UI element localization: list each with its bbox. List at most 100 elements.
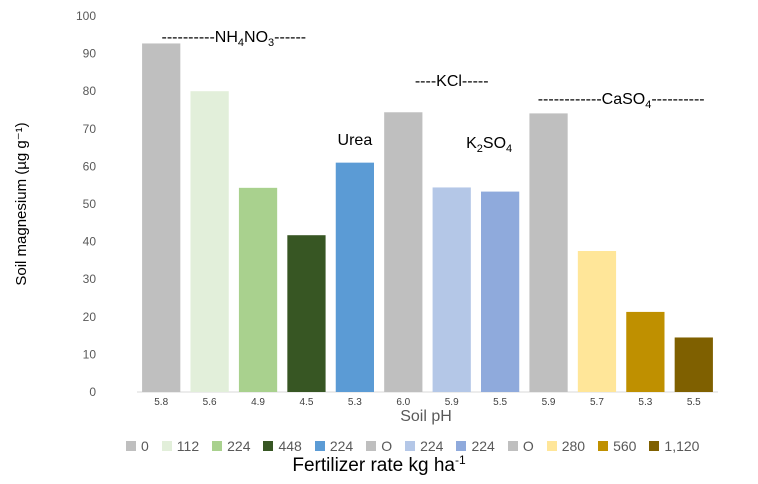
ph-tick-label: 4.5 [300,397,314,408]
bar [432,187,471,392]
legend-item: 224 [314,438,354,454]
legend-item: O [366,438,392,454]
legend-label: 448 [278,438,302,454]
legend-label: 224 [471,438,495,454]
annotation-subscript: 2 [477,143,483,155]
ph-tick-label: 5.5 [687,397,701,408]
y-tick-label: 20 [83,310,97,324]
annotation-text: ------------CaSO [538,91,646,108]
ph-tick-label: 5.9 [445,397,459,408]
legend-label: 112 [176,438,200,454]
annotation-text: ----KCl----- [415,73,489,90]
y-tick-label: 70 [83,122,97,136]
legend-label: 560 [613,438,637,454]
legend-label: 280 [561,438,586,454]
bar [238,187,278,392]
annotation-subscript: 4 [506,143,512,155]
ph-tick-label: 5.9 [542,397,556,408]
annotation-subscript: 4 [645,99,651,111]
legend-item: 1,120 [649,438,699,454]
annotation-text: SO [483,135,506,152]
legend-label: 1,120 [664,438,700,454]
bar [384,112,423,393]
annotation-text: ---------- [651,91,704,108]
legend-swatch [456,441,467,451]
legend-swatch [314,441,325,451]
legend-swatch [126,441,136,451]
y-tick-label: 10 [83,347,97,361]
legend-label: 224 [329,438,354,454]
ph-tick-label: 5.6 [203,397,217,408]
legend-swatch [263,441,274,451]
y-tick-label: 30 [83,272,97,286]
group-annotation: ----------NH4NO3------ [162,29,307,49]
legend-swatch [212,441,223,451]
y-tick-label: 100 [76,9,96,23]
ph-tick-label: 5.8 [154,397,168,408]
annotations: ----------NH4NO3------Urea----KCl-----K2… [162,29,705,155]
bar [577,251,617,392]
ph-tick-label: 5.5 [493,397,507,408]
ph-tick-label: 5.3 [638,397,652,408]
ph-tick-label: 5.3 [348,397,362,408]
legend-label: 224 [227,438,251,454]
bar [142,43,181,392]
bar [529,113,568,392]
fertilizer-rate-title-unit-exponent: -1 [454,453,466,467]
legend-item: 224 [405,438,443,454]
legend-swatch [649,441,660,451]
ph-tick-label: 6.0 [396,397,410,408]
annotation-text: Urea [338,132,373,149]
y-tick-label: 0 [89,385,96,399]
y-tick-label: 40 [83,235,97,249]
legend-label: 0 [141,438,149,454]
x-axis-label: Soil pH [400,408,452,425]
legend-item: 0 [126,438,149,454]
bar [287,235,326,392]
legend-label: O [381,438,393,454]
annotation-text: ----------NH [162,29,238,46]
bar [626,311,665,392]
legend-item: 280 [546,438,586,454]
annotation-text: K [466,135,477,152]
legend-item: 224 [212,438,250,454]
legend-swatch [546,441,557,451]
y-tick-label: 60 [83,159,97,173]
annotation-text: NO [244,29,268,46]
bar [481,191,520,392]
y-tick-label: 80 [83,84,97,98]
ph-tick-label: 5.7 [590,397,604,408]
legend-swatch [366,441,377,451]
y-axis: 0 10 20 30 40 50 60 70 80 90 100 [76,9,96,399]
group-annotation: K2SO4 [466,135,512,155]
group-annotation: Urea [338,132,373,149]
y-axis-label: Soil magnesium (µg g⁻¹) [13,122,30,285]
fertilizer-rate-title: Fertilizer rate kg ha-1 [0,453,758,477]
legend-item: 560 [598,438,636,454]
bar [190,91,229,392]
legend: 0 112 224 448 224 O 224 224 O 280 560 1,120 [126,438,712,454]
legend-label: 224 [420,438,444,454]
legend-item: O [507,438,534,454]
bars [142,43,713,393]
legend-item: 224 [456,438,495,454]
legend-label: O [522,438,534,454]
legend-swatch [507,441,518,451]
legend-item: 448 [263,438,302,454]
group-annotation: ----KCl----- [415,73,489,90]
group-annotation: ------------CaSO4---------- [538,91,705,111]
ph-tick-label: 4.9 [251,397,265,408]
legend-item: 112 [161,438,200,454]
annotation-text: ------ [274,29,306,46]
legend-swatch [598,441,609,451]
legend-swatch [405,441,416,451]
ph-tick-labels: 5.8 5.6 4.9 4.5 5.3 6.0 5.9 5.5 5.9 5.7 5.3 5.5 [154,397,701,408]
y-tick-label: 50 [83,197,97,211]
bar [335,162,374,392]
y-tick-label: 90 [83,47,97,61]
annotation-subscript: 4 [238,37,244,49]
legend-swatch [161,441,172,451]
bar [674,337,713,392]
annotation-subscript: 3 [268,37,274,49]
